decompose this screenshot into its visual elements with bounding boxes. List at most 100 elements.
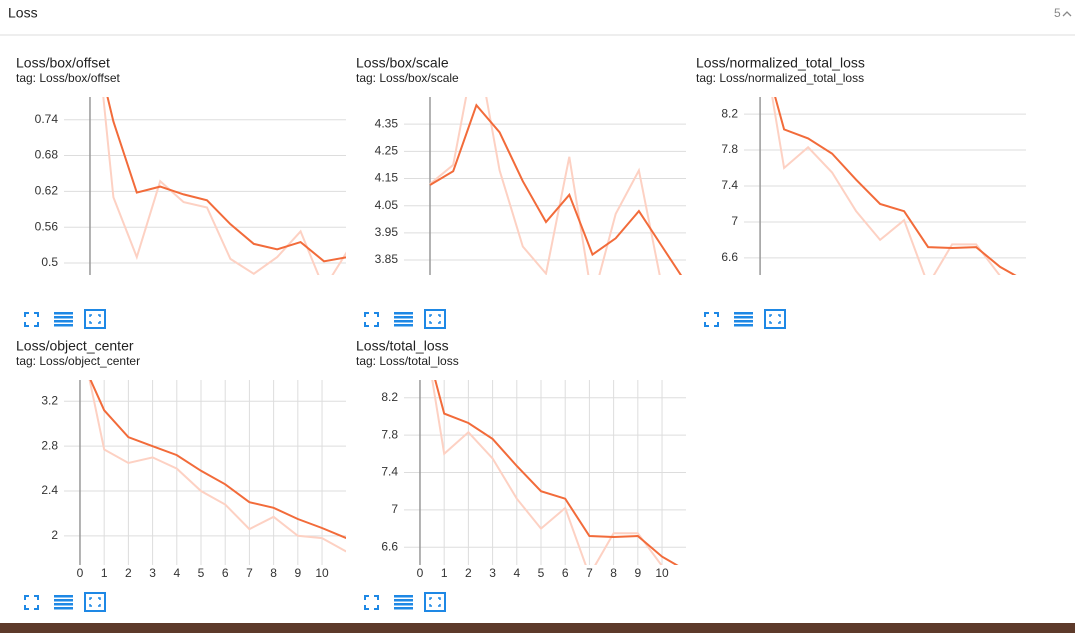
y-tick-label: 7 <box>731 214 738 228</box>
icon-bar <box>54 607 73 610</box>
icon-corners <box>429 314 441 324</box>
chart-title: Loss/normalized_total_loss <box>696 55 865 71</box>
icon-corners <box>769 314 781 324</box>
expand-button[interactable] <box>24 312 39 327</box>
chart-title: Loss/object_center <box>16 338 134 354</box>
x-tick-label: 4 <box>173 566 180 580</box>
x-tick-label: 7 <box>246 566 253 580</box>
data-table-button[interactable] <box>54 595 73 610</box>
data-table-button[interactable] <box>54 312 73 327</box>
icon-bar <box>394 595 413 598</box>
y-tick-label: 0.68 <box>35 148 59 162</box>
icon-bar <box>394 324 413 327</box>
icon-bar <box>394 607 413 610</box>
icon-bar <box>394 316 413 319</box>
icon-bar <box>734 312 753 315</box>
y-tick-label: 4.15 <box>375 171 399 185</box>
x-tick-label: 0 <box>417 566 424 580</box>
x-tick-label: 0 <box>77 566 84 580</box>
y-tick-label: 0.5 <box>41 255 58 269</box>
icon-bar <box>394 312 413 315</box>
fit-domain-button[interactable] <box>764 309 786 329</box>
loss-line <box>434 380 679 565</box>
icon-corners <box>89 597 101 607</box>
x-tick-label: 8 <box>270 566 277 580</box>
icon-bar <box>394 599 413 602</box>
collapse-icon[interactable] <box>1062 11 1072 17</box>
y-tick-label: 6.6 <box>381 539 398 553</box>
loss-line <box>89 380 346 540</box>
expand-button[interactable] <box>704 312 719 327</box>
icon-bar <box>734 324 753 327</box>
y-tick-label: 7.8 <box>721 142 738 156</box>
y-tick-label: 6.6 <box>721 250 738 264</box>
icon-bar <box>54 603 73 606</box>
chart-subtitle: tag: Loss/box/offset <box>16 71 121 85</box>
y-tick-label: 7.4 <box>381 465 398 479</box>
y-tick-label: 2.4 <box>41 483 58 497</box>
plot <box>429 97 683 275</box>
y-tick-label: 2 <box>51 528 58 542</box>
loss-line <box>102 97 346 275</box>
fit-domain-button[interactable] <box>84 592 106 612</box>
x-tick-label: 6 <box>222 566 229 580</box>
y-tick-label: 7.4 <box>721 178 738 192</box>
expand-button[interactable] <box>364 312 379 327</box>
data-table-button[interactable] <box>394 595 413 610</box>
plot <box>771 97 1017 275</box>
loss-line <box>431 380 663 565</box>
section-title[interactable]: Loss <box>8 5 38 21</box>
y-tick-label: 4.25 <box>375 144 399 158</box>
y-tick-label: 0.62 <box>35 184 59 198</box>
x-tick-label: 10 <box>315 566 329 580</box>
icon-corners <box>89 314 101 324</box>
y-tick-label: 2.8 <box>41 438 58 452</box>
data-table-button[interactable] <box>394 312 413 327</box>
icon-bar <box>54 599 73 602</box>
chart-toolbar <box>24 592 106 612</box>
fit-domain-button[interactable] <box>424 309 446 329</box>
taskbar <box>0 623 1075 633</box>
chart-subtitle: tag: Loss/total_loss <box>356 354 459 368</box>
icon-frame <box>764 309 786 329</box>
chart-title: Loss/total_loss <box>356 338 449 354</box>
data-table-button[interactable] <box>734 312 753 327</box>
chart-title: Loss/box/offset <box>16 55 110 71</box>
icon-frame <box>84 592 106 612</box>
chart-toolbar <box>704 309 786 329</box>
loss-line <box>774 97 1017 275</box>
x-tick-label: 9 <box>634 566 641 580</box>
x-tick-label: 8 <box>610 566 617 580</box>
chart-subtitle: tag: Loss/box/scale <box>356 71 459 85</box>
y-tick-label: 3.95 <box>375 225 399 239</box>
fit-domain-button[interactable] <box>84 309 106 329</box>
chart-toolbar <box>24 309 106 329</box>
icon-frame <box>424 309 446 329</box>
expand-button[interactable] <box>364 595 379 610</box>
icon-corners <box>429 597 441 607</box>
loss-line <box>106 97 346 263</box>
plot <box>431 380 679 565</box>
chart-subtitle: tag: Loss/normalized_total_loss <box>696 71 864 85</box>
x-tick-label: 3 <box>489 566 496 580</box>
icon-bar <box>54 595 73 598</box>
x-tick-label: 5 <box>538 566 545 580</box>
y-tick-label: 7.8 <box>381 427 398 441</box>
x-tick-label: 10 <box>655 566 669 580</box>
plot <box>88 380 346 553</box>
icon-frame <box>424 592 446 612</box>
expand-button[interactable] <box>24 595 39 610</box>
chart-count: 5 <box>1054 6 1061 20</box>
y-tick-label: 0.56 <box>35 219 59 233</box>
y-tick-label: 3.85 <box>375 252 399 266</box>
fit-domain-button[interactable] <box>424 592 446 612</box>
x-tick-label: 7 <box>586 566 593 580</box>
icon-bar <box>54 316 73 319</box>
y-tick-label: 0.74 <box>35 112 59 126</box>
icon-bar <box>54 320 73 323</box>
icon-bar <box>734 320 753 323</box>
